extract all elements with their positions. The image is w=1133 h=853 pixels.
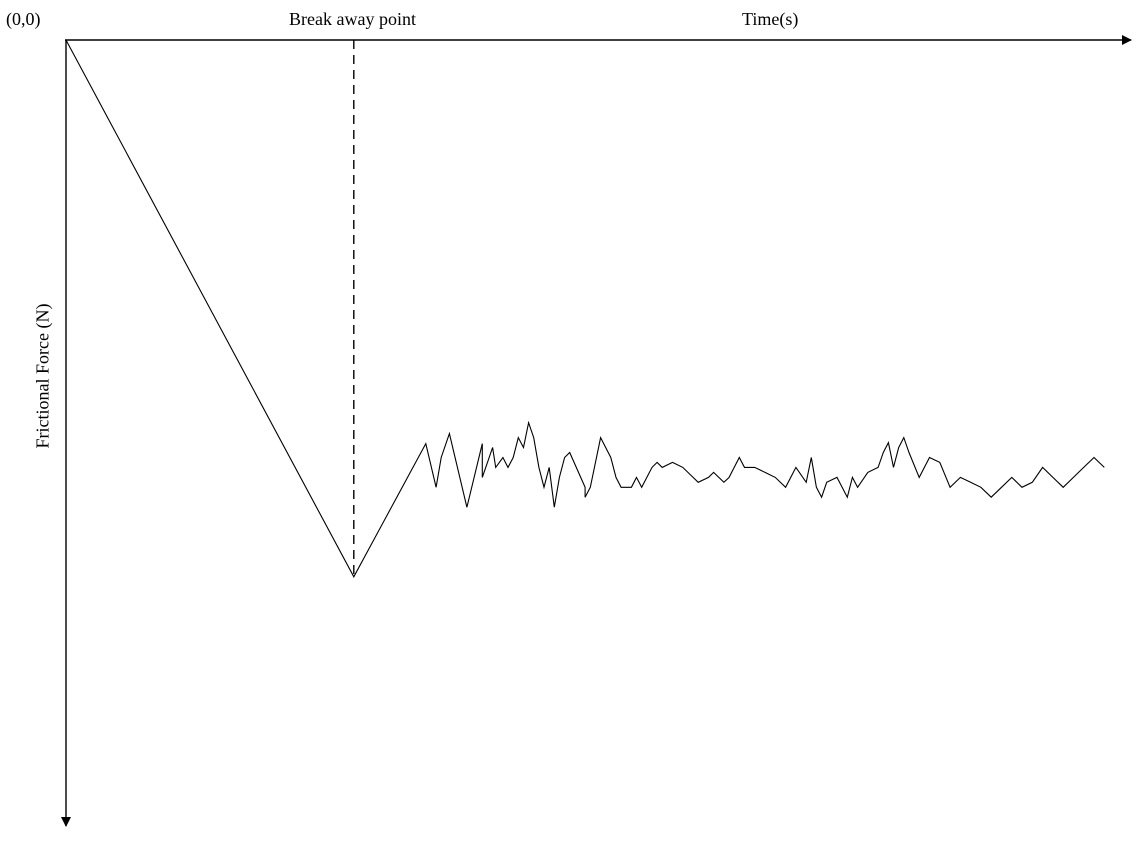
x-axis-label: Time(s) [742,9,799,29]
breakaway-annotation: Break away point [289,9,416,29]
origin-label: (0,0) [6,9,41,29]
friction-series-line [65,39,1105,578]
y-axis-label: Frictional Force (N) [32,303,53,449]
